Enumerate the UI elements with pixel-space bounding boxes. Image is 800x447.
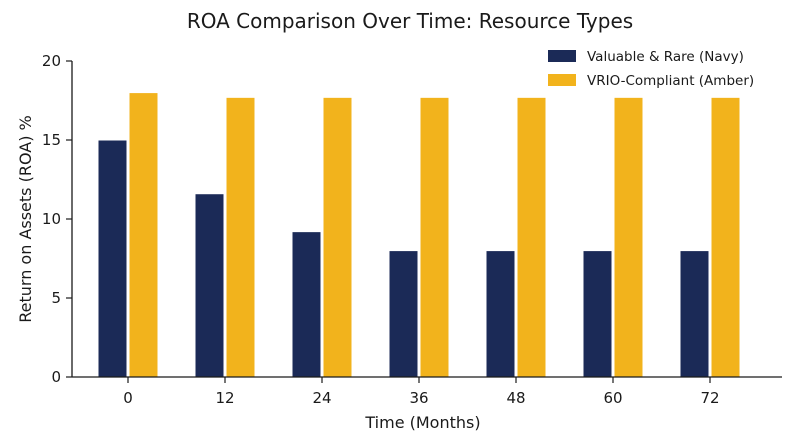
bar-series1-72 <box>679 250 710 378</box>
bar-series2-0 <box>128 92 159 378</box>
bar-series2-36 <box>419 96 450 378</box>
bar-series1-24 <box>291 231 322 378</box>
legend-label-series1: Valuable & Rare (Navy) <box>587 49 744 65</box>
legend-swatch-series2 <box>548 74 576 86</box>
x-tick-label-0: 0 <box>123 389 133 407</box>
x-tick-label-48: 48 <box>506 389 525 407</box>
x-tick-label-60: 60 <box>603 389 622 407</box>
y-tick-label-20: 20 <box>42 52 61 70</box>
x-axis-title: Time (Months) <box>364 413 480 432</box>
y-tick-label-10: 10 <box>42 210 61 228</box>
legend-label-series2: VRIO-Compliant (Amber) <box>587 73 754 89</box>
legend: Valuable & Rare (Navy) VRIO-Compliant (Am… <box>548 49 754 89</box>
x-tick-label-12: 12 <box>215 389 234 407</box>
y-tick-label-5: 5 <box>51 289 61 307</box>
chart-title: ROA Comparison Over Time: Resource Types <box>187 9 633 33</box>
bar-series2-12 <box>225 96 256 378</box>
plot-area <box>97 92 741 378</box>
bar-series2-72 <box>710 96 741 378</box>
bar-series1-0 <box>97 139 128 378</box>
x-axis-ticks: 0 12 24 36 48 60 72 <box>123 377 720 407</box>
bar-series1-36 <box>388 250 419 378</box>
bar-series1-60 <box>582 250 613 378</box>
bar-series1-12 <box>194 193 225 378</box>
y-tick-label-0: 0 <box>51 368 61 386</box>
x-tick-label-72: 72 <box>700 389 719 407</box>
bar-series2-60 <box>613 96 644 378</box>
bar-series2-24 <box>322 96 353 378</box>
bar-series1-48 <box>485 250 516 378</box>
y-axis-ticks: 0 5 10 15 20 <box>42 52 72 386</box>
y-tick-label-15: 15 <box>42 131 61 149</box>
x-tick-label-36: 36 <box>409 389 428 407</box>
y-axis-title: Return on Assets (ROA) % <box>16 115 35 323</box>
legend-swatch-series1 <box>548 50 576 62</box>
x-tick-label-24: 24 <box>312 389 331 407</box>
bar-series2-48 <box>516 96 547 378</box>
